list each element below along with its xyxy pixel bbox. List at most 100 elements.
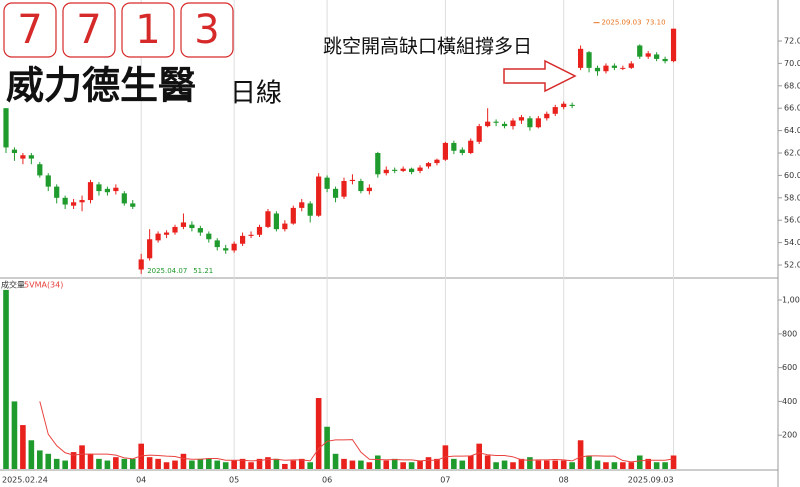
candle-body xyxy=(662,58,668,62)
volume-bar xyxy=(96,458,102,469)
candle-body xyxy=(256,226,263,235)
candle-body xyxy=(670,28,677,62)
volume-bar xyxy=(79,445,85,469)
volume-bar xyxy=(172,460,178,469)
volume-bar xyxy=(535,460,542,469)
volume-bar xyxy=(248,462,254,469)
candle-body xyxy=(324,177,330,189)
volume-bar xyxy=(544,460,550,469)
candle-body xyxy=(434,159,440,164)
candle-body xyxy=(628,63,634,68)
volume-bar xyxy=(611,462,618,469)
candle-body xyxy=(392,169,398,171)
candle-body xyxy=(155,233,161,241)
code-box xyxy=(62,2,116,58)
candle-body xyxy=(603,65,609,72)
candle-body xyxy=(231,243,237,251)
candle-body xyxy=(282,223,288,230)
volume-bar xyxy=(282,463,288,469)
ma-line xyxy=(39,401,674,463)
volume-bar xyxy=(451,458,457,469)
ma-label: 5VMA(34) xyxy=(24,281,63,290)
candle-body xyxy=(366,187,372,192)
code-digit: 7 xyxy=(76,7,101,53)
volume-bar xyxy=(375,455,381,469)
gap-arrow xyxy=(503,59,577,93)
volume-bar xyxy=(358,460,364,469)
volume-bar xyxy=(146,457,153,469)
candle-body xyxy=(468,140,474,154)
x-tick-label: 04 xyxy=(136,476,146,485)
candle-body xyxy=(332,188,339,198)
volume-bar xyxy=(11,401,18,469)
volume-bar xyxy=(560,460,567,469)
candle-body xyxy=(561,103,567,108)
code-box xyxy=(121,2,175,58)
candle-body xyxy=(96,184,102,192)
volume-bar xyxy=(594,460,601,469)
volume-bar xyxy=(645,458,651,469)
candle-body xyxy=(147,239,153,259)
candle-body xyxy=(425,163,432,167)
candle-body xyxy=(45,175,51,187)
volume-bar xyxy=(113,457,119,469)
y-tick-label: 60.00 xyxy=(784,171,800,180)
volume-bar xyxy=(425,457,432,469)
candle-body xyxy=(451,142,457,151)
x-tick-label: 05 xyxy=(229,476,239,485)
volume-bar xyxy=(518,458,525,469)
x-tick-label: 06 xyxy=(322,476,332,485)
volume-bar xyxy=(315,398,322,469)
y-tick-label: 54.00 xyxy=(784,238,800,247)
y-tick-label: 52.00 xyxy=(784,261,800,270)
volume-bar xyxy=(510,462,516,469)
candle-body xyxy=(121,193,127,204)
candle-body xyxy=(349,179,356,182)
candle-body xyxy=(501,123,508,127)
volume-bar xyxy=(189,460,195,469)
candle-body xyxy=(265,211,271,227)
volume-bar xyxy=(62,460,68,469)
period-label: 日線 xyxy=(230,79,282,109)
y-tick-label: 72.00 xyxy=(784,36,800,45)
volume-bar xyxy=(129,458,136,469)
volume-bar xyxy=(239,458,246,469)
code-digit: 7 xyxy=(17,7,42,53)
candle-body xyxy=(417,167,423,171)
code-digit: 1 xyxy=(135,7,160,53)
candle-body xyxy=(273,213,279,230)
candle-body xyxy=(594,67,601,72)
candle-body xyxy=(518,117,525,121)
volume-bar xyxy=(307,462,313,469)
candle-body xyxy=(163,232,170,235)
x-tick-label: 07 xyxy=(440,476,450,485)
volume-bar xyxy=(3,289,9,469)
candle-body xyxy=(620,67,626,69)
candle-body xyxy=(3,108,9,148)
volume-bar xyxy=(45,453,52,469)
volume-bar xyxy=(383,460,390,469)
volume-bar xyxy=(265,457,271,469)
candle-body xyxy=(180,222,187,227)
x-tick-label: 2025.02.24 xyxy=(2,476,48,485)
candle-body xyxy=(535,118,541,128)
candle-body xyxy=(409,168,415,173)
volume-bar xyxy=(417,460,423,469)
volume-bar xyxy=(434,458,440,469)
candle-body xyxy=(611,65,617,68)
volume-bar xyxy=(20,425,26,469)
candle-body xyxy=(654,54,660,59)
volume-bar xyxy=(670,455,677,469)
candle-body xyxy=(358,181,364,192)
volume-bar xyxy=(391,458,398,469)
low-value: 51.21 xyxy=(193,267,213,275)
volume-bar xyxy=(104,460,111,469)
volume-bar xyxy=(298,458,305,469)
volume-bar xyxy=(603,462,609,469)
volume-bar xyxy=(628,462,635,469)
volume-bar xyxy=(222,462,229,469)
month-grid xyxy=(140,0,675,470)
volume-bar xyxy=(87,453,94,469)
high-date: 2025.09.03 xyxy=(601,19,641,27)
